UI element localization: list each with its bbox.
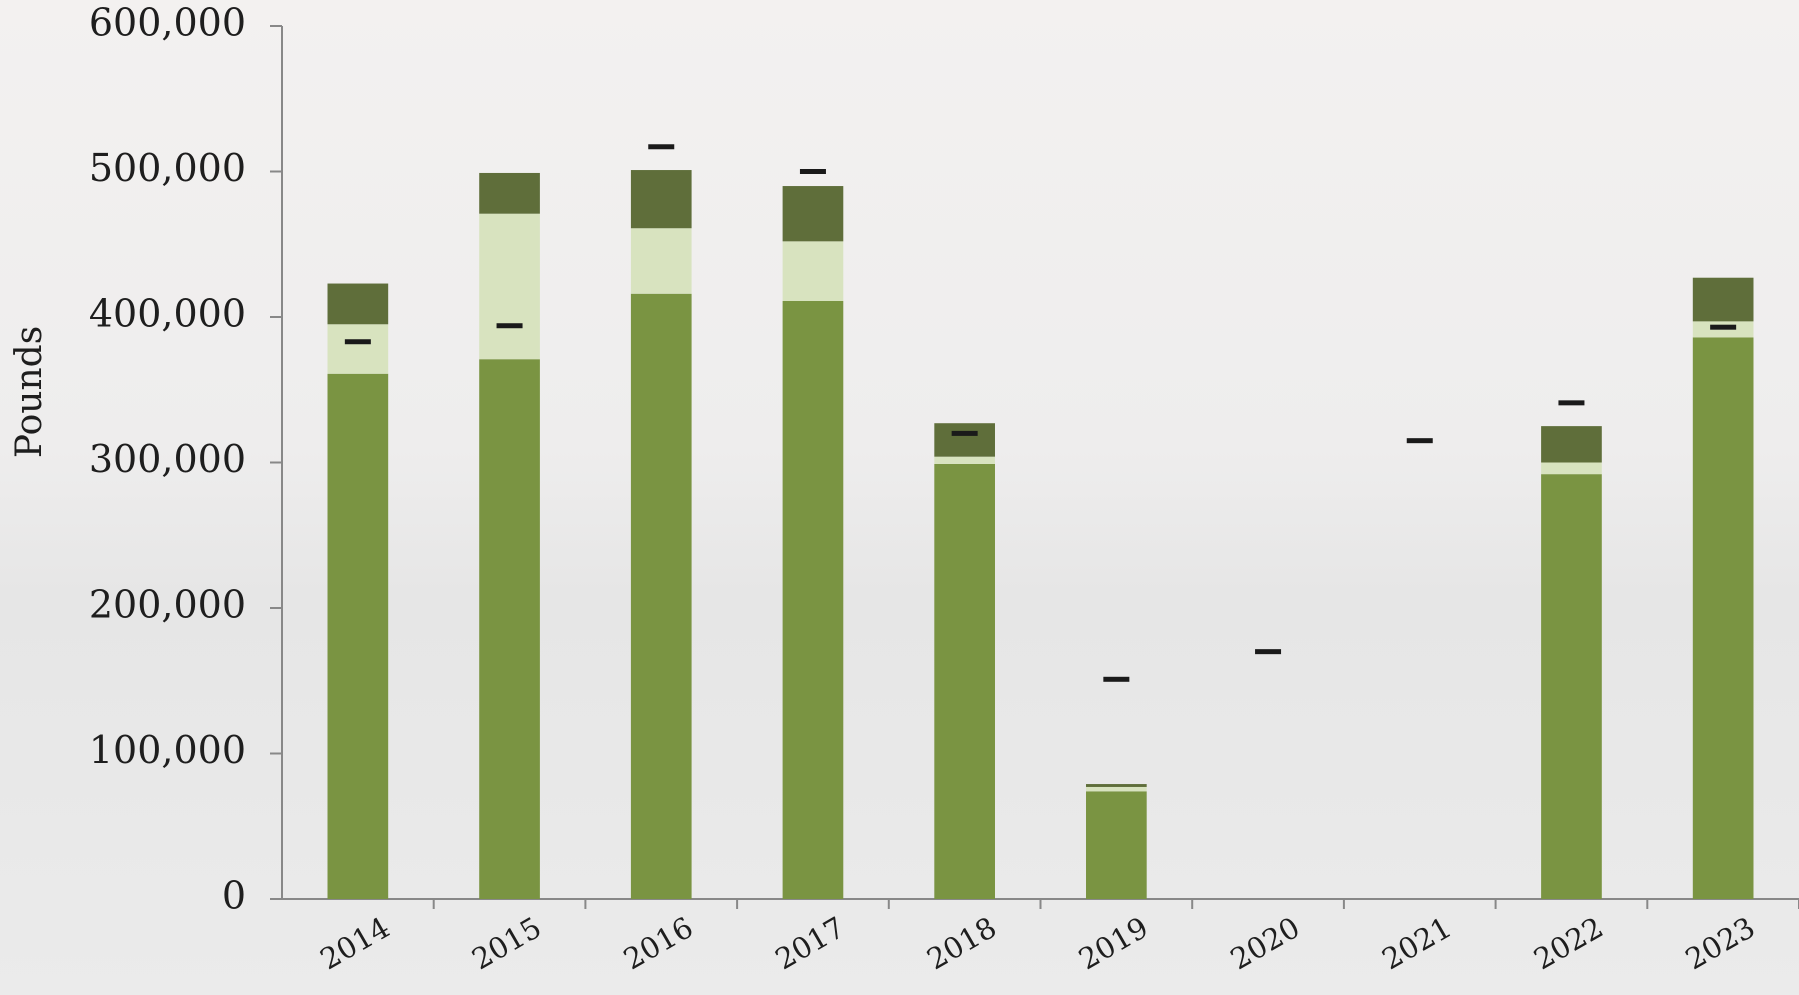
- y-tick-label: 300,000: [89, 437, 246, 481]
- target-marker: [1710, 325, 1736, 330]
- y-tick-label: 200,000: [89, 583, 246, 627]
- bar-segment: [1086, 791, 1147, 899]
- target-marker: [648, 144, 674, 149]
- y-tick-label: 0: [222, 874, 246, 918]
- target-marker: [1407, 438, 1433, 443]
- bar-segment: [328, 324, 389, 373]
- x-tick-label: 2018: [921, 910, 1002, 976]
- target-marker: [800, 169, 826, 174]
- x-tick-label: 2016: [618, 910, 699, 976]
- target-marker: [1558, 400, 1584, 405]
- bar-segment: [934, 464, 995, 899]
- bar-segment: [783, 301, 844, 899]
- target-marker: [1103, 677, 1129, 682]
- y-tick-label: 100,000: [89, 728, 246, 772]
- target-marker: [497, 323, 523, 328]
- y-axis-label: Pounds: [9, 326, 50, 458]
- x-tick-label: 2023: [1680, 910, 1761, 976]
- chart: Pounds 0 100,000 200,000 300,000 400,000 500,…: [0, 0, 1799, 995]
- x-tick-label: 2020: [1225, 910, 1306, 976]
- bar-segment: [479, 173, 540, 214]
- bar-segment: [783, 241, 844, 301]
- x-tick-label: 2022: [1528, 910, 1609, 976]
- target-marker: [952, 431, 978, 436]
- bar-segment: [1693, 337, 1754, 899]
- bar-segment: [1086, 787, 1147, 791]
- x-tick-label: 2019: [1073, 910, 1154, 976]
- target-marker: [1255, 649, 1281, 654]
- bar-segment: [1541, 463, 1602, 475]
- bar-segment: [631, 170, 692, 228]
- bar-segment: [934, 457, 995, 464]
- bar-segment: [328, 374, 389, 899]
- bar-segment: [783, 186, 844, 241]
- x-tick-label: 2015: [466, 910, 547, 976]
- bar-segment: [1693, 278, 1754, 322]
- bar-segment: [631, 294, 692, 899]
- x-tick-label: 2021: [1376, 910, 1457, 976]
- bar-segment: [1541, 426, 1602, 462]
- bar-segment: [479, 214, 540, 360]
- bar-segment: [1086, 784, 1147, 787]
- x-tick-label: 2014: [314, 910, 395, 976]
- y-tick-label: 500,000: [89, 146, 246, 190]
- target-marker: [345, 339, 371, 344]
- y-tick-label: 600,000: [89, 1, 246, 45]
- bar-segment: [328, 284, 389, 325]
- bar-segment: [1541, 474, 1602, 899]
- bar-segment: [631, 228, 692, 293]
- bar-segment: [934, 423, 995, 456]
- bar-segment: [479, 359, 540, 899]
- x-tick-label: 2017: [769, 910, 850, 976]
- y-tick-label: 400,000: [89, 292, 246, 336]
